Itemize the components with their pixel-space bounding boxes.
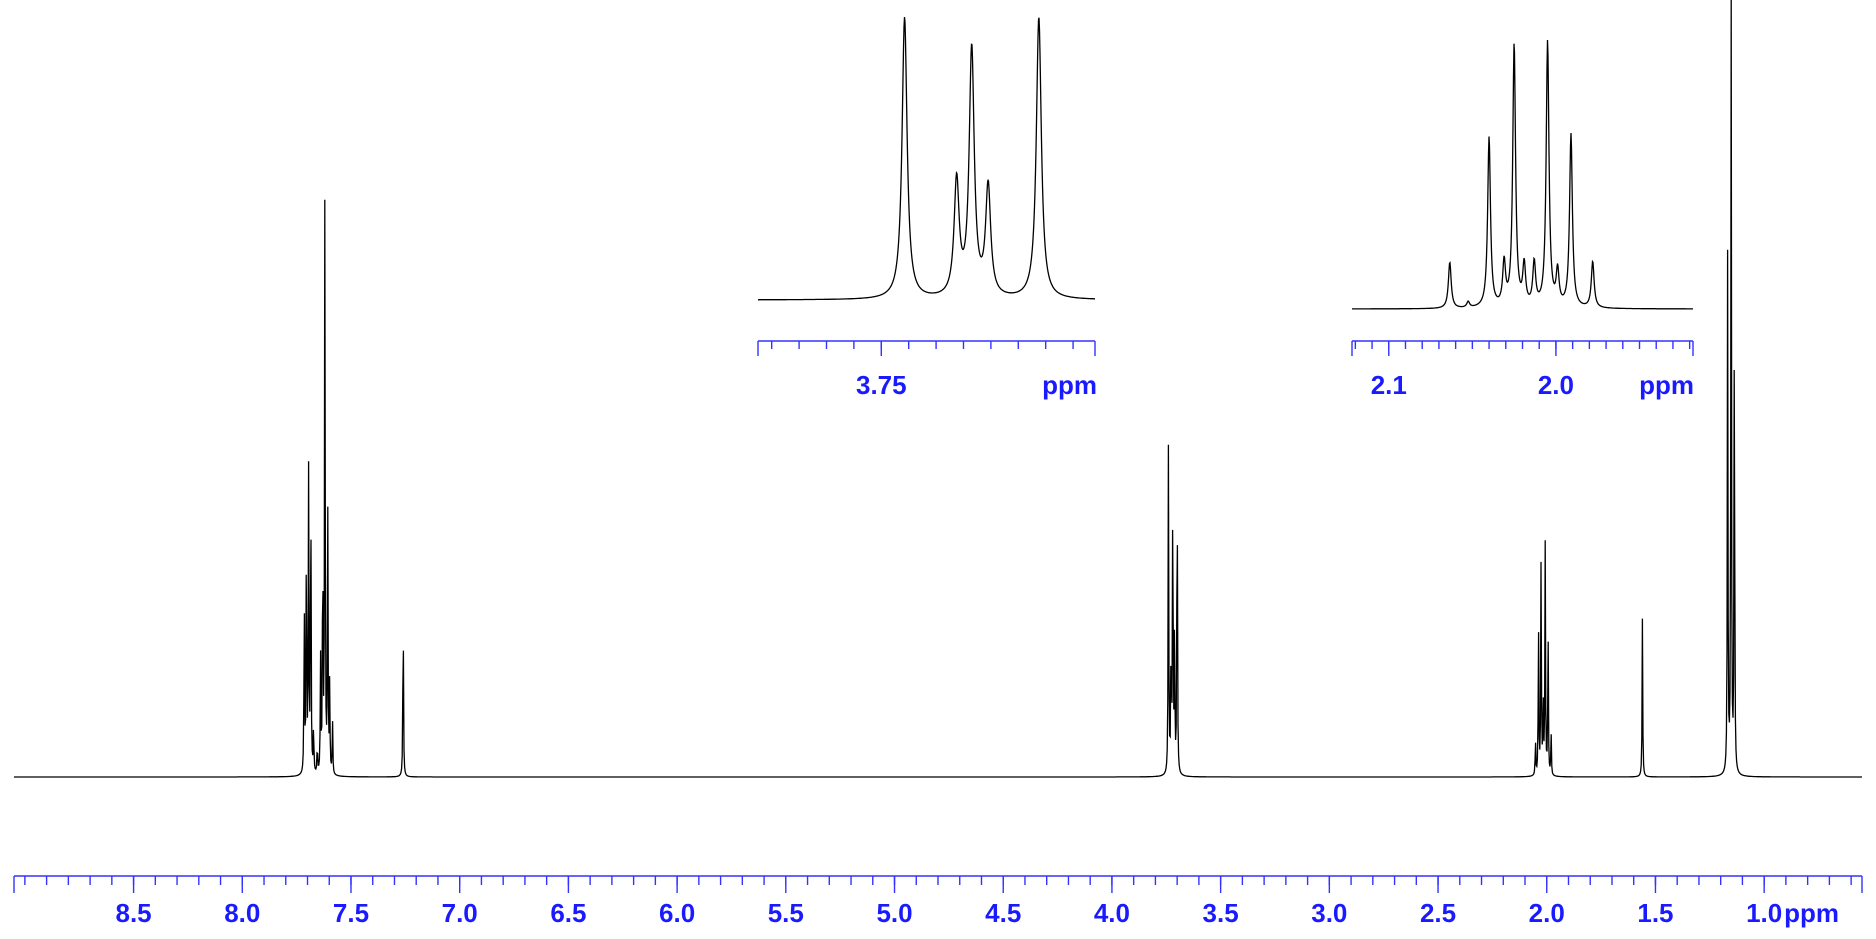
x-tick-label: 7.0 bbox=[442, 898, 478, 928]
x-tick-label: 2.5 bbox=[1420, 898, 1456, 928]
x-tick-label: 5.5 bbox=[768, 898, 804, 928]
x-tick-label: 1.5 bbox=[1637, 898, 1673, 928]
spectrum-trace bbox=[758, 16, 1095, 301]
x-tick-label: 4.0 bbox=[1094, 898, 1130, 928]
x-tick-label: 6.5 bbox=[550, 898, 586, 928]
x-tick-label: 8.0 bbox=[224, 898, 260, 928]
inset-3.7ppm-plot: 3.75 ppm bbox=[757, 16, 1097, 400]
x-tick-label: 4.5 bbox=[985, 898, 1021, 928]
x-axis-unit-label: ppm bbox=[1784, 898, 1839, 928]
x-tick-label: 2.1 bbox=[1371, 370, 1407, 400]
spectrum-trace bbox=[14, 0, 1862, 778]
x-tick-label: 3.75 bbox=[856, 370, 907, 400]
x-axis-unit-label: ppm bbox=[1042, 370, 1097, 400]
spectrum-trace bbox=[1352, 39, 1693, 310]
x-tick-label: 3.0 bbox=[1311, 898, 1347, 928]
x-tick-label: 1.0 bbox=[1746, 898, 1782, 928]
x-tick-label: 7.5 bbox=[333, 898, 369, 928]
x-tick-label: 5.0 bbox=[876, 898, 912, 928]
x-tick-label: 2.0 bbox=[1529, 898, 1565, 928]
x-tick-label: 6.0 bbox=[659, 898, 695, 928]
x-tick-label: 8.5 bbox=[115, 898, 151, 928]
x-tick-label: 2.0 bbox=[1538, 370, 1574, 400]
inset-2.0ppm-plot: 2.1 2.0 ppm bbox=[1351, 39, 1694, 400]
main-spectrum-plot: 8.5 8.0 7.5 7.0 6.5 6.0 5.5 5.0 4.5 4.0 3.5 3.0 2.5 2… bbox=[13, 0, 1863, 928]
x-tick-label: 3.5 bbox=[1203, 898, 1239, 928]
x-axis-unit-label: ppm bbox=[1639, 370, 1694, 400]
